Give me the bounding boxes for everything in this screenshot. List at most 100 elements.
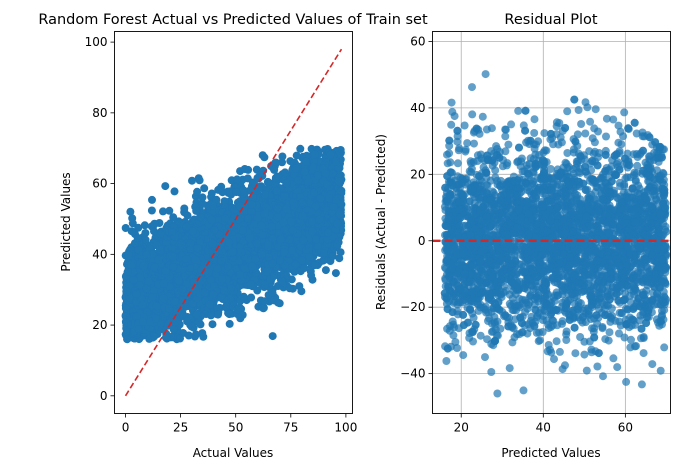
chart1-point	[155, 245, 164, 254]
chart1-point	[161, 266, 170, 275]
chart1-point	[281, 168, 289, 177]
chart1-point	[250, 220, 259, 229]
chart1-point	[315, 215, 324, 224]
chart1-point	[141, 235, 150, 244]
chart1-point	[209, 290, 218, 299]
chart1-point	[295, 282, 304, 291]
chart1-point	[207, 215, 216, 224]
chart1-point	[236, 314, 245, 323]
chart1-point	[323, 180, 332, 189]
chart1-point	[292, 151, 301, 160]
chart1-point	[122, 287, 131, 296]
chart1-point	[270, 272, 278, 281]
chart1-point	[138, 300, 147, 309]
chart1-point	[247, 200, 256, 209]
chart1-point	[226, 293, 235, 302]
chart1-point	[182, 255, 191, 263]
chart1-point	[188, 227, 197, 236]
chart1-point	[291, 164, 300, 173]
chart1-point	[240, 264, 249, 273]
chart1-point	[224, 238, 233, 247]
chart1-point	[282, 179, 291, 188]
chart1-point	[127, 227, 136, 236]
chart1-point	[190, 332, 199, 341]
chart1-point	[271, 158, 280, 167]
chart1-point	[124, 250, 133, 259]
chart1-point	[279, 218, 288, 227]
chart1-point	[219, 286, 228, 295]
chart1-point	[186, 239, 195, 248]
chart1-point	[332, 157, 340, 166]
chart1-point	[326, 150, 335, 159]
chart1-point	[288, 246, 296, 255]
chart1-point	[128, 219, 137, 228]
chart1-point	[169, 325, 178, 334]
actual-vs-predicted-chart: Random Forest Actual vs Predicted Values…	[38, 12, 428, 460]
chart1-point	[188, 176, 196, 185]
chart1-point	[193, 187, 202, 196]
chart1-point	[208, 239, 217, 248]
chart1-point	[263, 267, 272, 276]
chart1-point	[195, 176, 204, 185]
chart1-point	[199, 332, 208, 341]
chart1-point	[260, 297, 269, 306]
chart1-point	[268, 234, 277, 243]
chart1-point	[240, 165, 249, 173]
chart1-point	[285, 284, 294, 293]
chart1-point	[271, 173, 280, 182]
chart1-point	[264, 178, 273, 187]
chart1-point	[170, 187, 179, 196]
chart1-point	[294, 176, 303, 185]
chart1-point	[132, 290, 141, 299]
chart1-point	[226, 187, 234, 196]
chart1-point	[280, 192, 289, 201]
chart1-point	[236, 270, 245, 279]
chart1-point	[309, 188, 318, 197]
chart1-point	[227, 284, 236, 292]
chart1-point	[337, 200, 346, 209]
chart1-point	[133, 233, 142, 242]
chart1-point	[208, 320, 217, 329]
chart1-point	[290, 202, 299, 211]
chart1-point	[316, 194, 325, 203]
chart1-point	[246, 280, 255, 289]
chart1-point	[301, 157, 310, 166]
chart1-point	[184, 331, 193, 340]
chart1-point	[287, 217, 296, 226]
chart1-point	[264, 253, 273, 261]
chart1-point	[159, 279, 168, 288]
chart1-point	[129, 276, 138, 284]
chart1-point	[168, 228, 176, 236]
chart1-point	[165, 304, 174, 313]
chart1-point	[268, 288, 277, 297]
chart1-point	[214, 310, 222, 319]
chart1-point	[154, 255, 163, 264]
chart1-point	[200, 288, 209, 297]
chart1-point	[300, 167, 309, 176]
chart1-point	[150, 227, 158, 236]
chart1-point	[280, 261, 289, 270]
chart1-point	[121, 224, 130, 232]
chart1-point	[161, 182, 170, 191]
chart1-point	[176, 334, 184, 343]
chart1-point	[170, 297, 179, 306]
chart1-point	[335, 210, 344, 219]
chart1-point	[233, 175, 242, 184]
chart1-point	[183, 317, 192, 326]
chart1-point	[141, 229, 150, 237]
chart1-point	[150, 219, 159, 228]
chart1-point	[198, 199, 207, 208]
chart1-point	[277, 277, 286, 286]
chart1-point	[235, 303, 244, 312]
chart1-point	[336, 248, 345, 257]
chart1-point	[132, 312, 141, 321]
chart1-point	[333, 240, 342, 249]
chart1-title: Random Forest Actual vs Predicted Values…	[38, 12, 428, 28]
chart1-point	[239, 186, 248, 195]
chart1-point	[196, 213, 205, 222]
chart1-point	[282, 271, 291, 280]
chart1-point	[207, 189, 216, 198]
chart1-point	[224, 262, 232, 271]
chart1-point	[280, 225, 289, 234]
